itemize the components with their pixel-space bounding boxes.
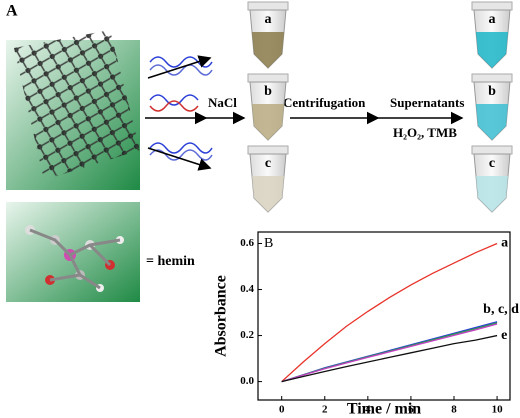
- tube-label: c: [489, 156, 495, 171]
- salt-label: NaCl: [208, 95, 237, 110]
- hemin-label: = hemin: [146, 254, 195, 269]
- tube-liquid: [476, 176, 508, 212]
- x-tick-label: 4: [365, 404, 371, 416]
- step-label: Centrifugation: [283, 95, 366, 110]
- dna-strands: [149, 56, 213, 161]
- tube-label: b: [264, 84, 272, 99]
- tube-cap: [471, 73, 513, 83]
- data-line: [281, 242, 498, 383]
- x-tick-label: 2: [322, 404, 328, 416]
- plot-frame: [257, 231, 511, 401]
- step-label: Supernatants: [390, 95, 464, 110]
- y-tick-label: 0.4: [240, 283, 254, 295]
- tube-cap: [247, 1, 289, 11]
- y-tick-label: 0.6: [240, 237, 254, 249]
- hemin-molecule: [25, 225, 124, 292]
- x-tick-label: 8: [451, 404, 457, 416]
- tube-liquid: [476, 32, 508, 68]
- tube-liquid: [252, 104, 284, 140]
- tube-liquid: [476, 104, 508, 140]
- panel-label: A: [6, 3, 18, 20]
- tube-cap: [471, 145, 513, 155]
- line-label: a: [501, 236, 508, 251]
- x-tick-label: 6: [408, 404, 414, 416]
- arrows: [145, 55, 464, 171]
- line-label: e: [501, 328, 507, 343]
- y-tick-label: 0.2: [240, 329, 254, 341]
- tube-liquid: [252, 32, 284, 68]
- x-axis-label: Time / min: [347, 401, 421, 418]
- tube-label: b: [488, 84, 496, 99]
- panel-label: B: [264, 236, 273, 251]
- tube-cap: [471, 1, 513, 11]
- tube-label: c: [265, 156, 271, 171]
- line-label: b, c, d: [483, 302, 519, 317]
- data-line: [281, 334, 498, 383]
- y-tick-label: 0.0: [240, 375, 254, 387]
- tube-cap: [247, 73, 289, 83]
- tube-cap: [247, 145, 289, 155]
- tube-label: a: [489, 12, 496, 27]
- y-axis-label: Absorbance: [213, 275, 230, 357]
- tube-liquid: [252, 176, 284, 212]
- data-line: [281, 323, 498, 383]
- graphene-lattice: [14, 30, 140, 180]
- x-tick-label: 10: [492, 404, 504, 416]
- x-tick-label: 0: [279, 404, 285, 416]
- tube-label: a: [265, 12, 272, 27]
- reagents-label: H₂O₂, TMB: [393, 125, 457, 140]
